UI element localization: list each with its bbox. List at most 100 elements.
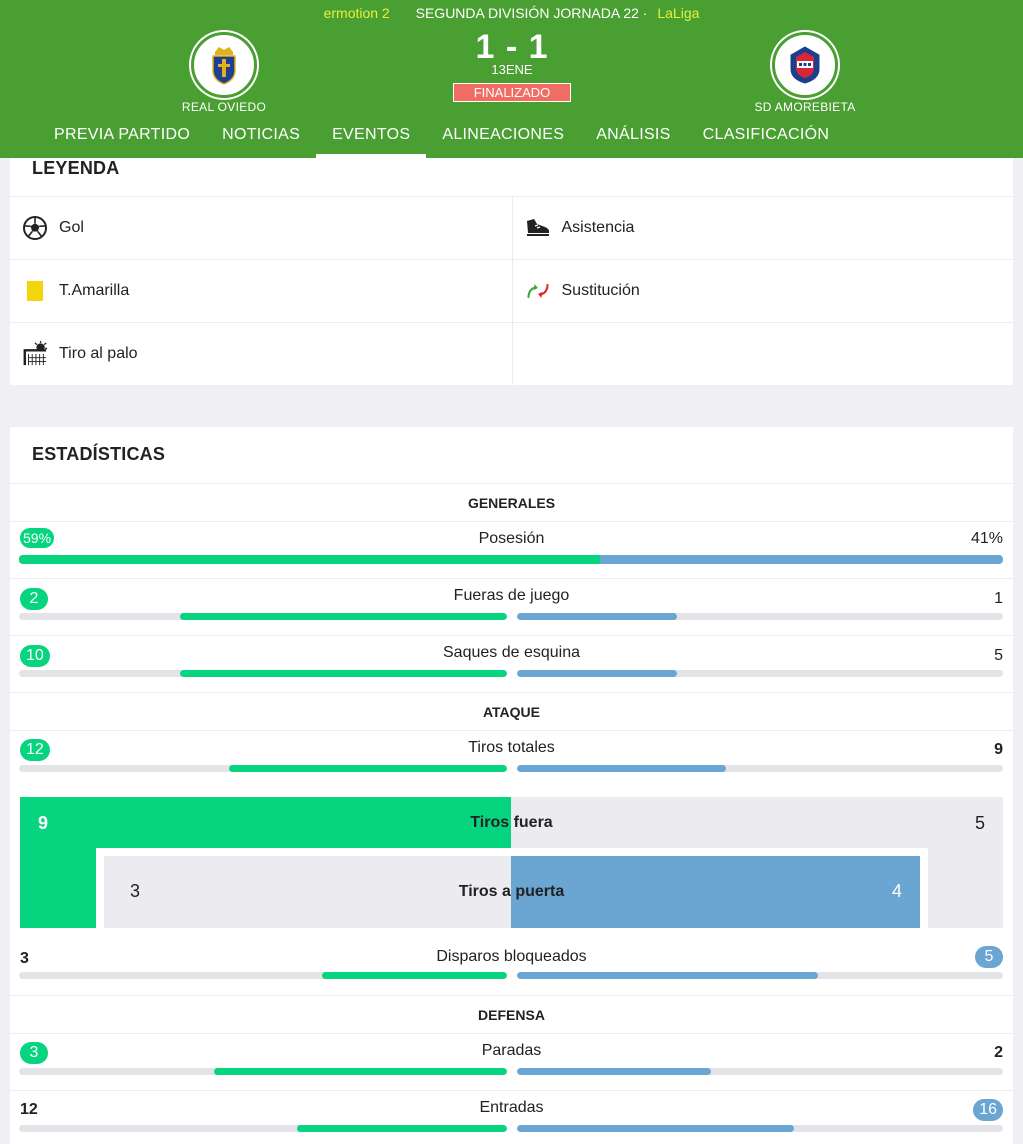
stats-card: ESTADÍSTICAS GENERALES Posesión 59% 41% …: [10, 427, 1013, 1144]
home-fill: [180, 613, 507, 620]
shots-off-away-value: 5: [974, 813, 985, 833]
legend-label-sustitucion: Sustitución: [561, 282, 640, 299]
tab-eventos[interactable]: EVENTOS: [316, 122, 427, 158]
tab-clasificacion[interactable]: CLASIFICACIÓN: [702, 126, 830, 143]
legend-label-tiro-al-palo: Tiro al palo: [59, 345, 138, 362]
legend-row: Gol Asistencia: [10, 196, 1013, 259]
stat-home-value: 12: [20, 739, 50, 761]
legend-item-empty: [511, 323, 1014, 385]
stat-label: Entradas: [479, 1099, 544, 1116]
away-team[interactable]: SD AMOREBIETA: [725, 32, 885, 114]
shots-on-label: Tiros a puerta: [458, 883, 565, 900]
away-team-name: SD AMOREBIETA: [754, 100, 856, 114]
match-date: 13ENE: [491, 62, 533, 77]
possession-bar: [19, 555, 1003, 564]
league-link[interactable]: LaLiga: [657, 5, 700, 21]
stat-away-value: 41%: [970, 530, 1003, 547]
away-fill: [517, 613, 678, 620]
home-fill: [214, 1068, 507, 1075]
home-fill: [321, 972, 507, 979]
stat-row-entradas: Entradas 12 16: [10, 1090, 1013, 1144]
away-fill: [517, 1125, 795, 1132]
home-bar: [19, 1125, 507, 1132]
shots-on-home-value: 3: [130, 881, 141, 901]
legend-item-amarilla: T.Amarilla: [10, 260, 512, 322]
shots-off-label: Tiros fuera: [470, 814, 553, 831]
stat-label: Paradas: [481, 1042, 542, 1059]
home-bar: [19, 972, 507, 979]
stat-away-value: 5: [975, 946, 1003, 968]
shots-on-target-box: [96, 848, 928, 928]
away-bar: [517, 765, 1003, 772]
away-bar: [517, 613, 1003, 620]
stat-label: Fueras de juego: [453, 587, 570, 604]
tab-alineaciones[interactable]: ALINEACIONES: [442, 126, 565, 143]
status-badge: FINALIZADO: [452, 83, 572, 102]
away-bar: [517, 1125, 1003, 1132]
stat-home-value: 3: [20, 1042, 48, 1064]
away-crest-icon: [772, 32, 838, 98]
section-generales: GENERALES: [10, 483, 1013, 521]
stat-home-value: 2: [20, 588, 48, 610]
away-fill: [517, 972, 819, 979]
stat-row-tiros-totales: Tiros totales 12 9: [10, 730, 1013, 787]
stat-row-fueras-de-juego: Fueras de juego 2 1: [10, 578, 1013, 635]
home-crest-icon: [191, 32, 257, 98]
stat-away-value: 9: [994, 741, 1003, 758]
legend-item-gol: Gol: [10, 197, 512, 259]
sponsor-text: ermotion 2: [323, 5, 390, 21]
legend-label-amarilla: T.Amarilla: [59, 282, 130, 299]
stat-home-value: 3: [20, 950, 29, 967]
section-ataque: ATAQUE: [10, 692, 1013, 730]
stat-away-value: 1: [994, 590, 1003, 607]
legend-item-tiro-al-palo: Tiro al palo: [10, 323, 512, 385]
home-bar: [19, 1068, 507, 1075]
legend-card: LEYENDA Gol: [10, 158, 1013, 385]
away-fill: [517, 765, 726, 772]
away-bar: [517, 670, 1003, 677]
legend-title: LEYENDA: [32, 158, 120, 178]
post-shot-icon: [22, 341, 48, 367]
tab-noticias[interactable]: NOTICIAS: [222, 126, 301, 143]
stats-title: ESTADÍSTICAS: [32, 444, 166, 464]
tab-previa-partido[interactable]: PREVIA PARTIDO: [54, 126, 191, 143]
stat-row-paradas: Paradas 3 2: [10, 1033, 1013, 1090]
away-bar: [517, 972, 1003, 979]
legend-label-asistencia: Asistencia: [561, 219, 635, 236]
stat-home-value: 59%: [20, 528, 55, 548]
score-box: 1 - 1 13ENE FINALIZADO: [412, 28, 612, 102]
shots-breakdown: 9 5 Tiros fuera 3 4 Tiros a puerta: [20, 797, 1003, 928]
away-fill: [517, 670, 678, 677]
away-bar: [517, 1068, 1003, 1075]
substitution-icon: [525, 278, 551, 304]
stat-label: Saques de esquina: [443, 644, 580, 661]
possession-home-fill: [19, 555, 600, 564]
competition-title: SEGUNDA DIVISIÓN JORNADA 22 ·: [415, 5, 648, 21]
match-tabs: PREVIA PARTIDO NOTICIAS EVENTOS ALINEACI…: [38, 122, 845, 158]
yellow-card-icon: [22, 278, 48, 304]
match-header: ermotion 2 SEGUNDA DIVISIÓN JORNADA 22 ·…: [0, 0, 1023, 158]
shots-on-away-area: [511, 856, 920, 928]
stat-row-posesion: Posesión 59% 41%: [10, 521, 1013, 578]
stat-row-disparos-bloqueados: Disparos bloqueados 3 5: [10, 938, 1013, 995]
home-bar: [19, 670, 507, 677]
stat-home-value: 12: [20, 1101, 38, 1118]
stat-home-value: 10: [20, 645, 50, 667]
shots-off-home-value: 9: [38, 813, 49, 833]
legend-row: T.Amarilla Sustitución: [10, 259, 1013, 322]
legend-item-asistencia: Asistencia: [511, 197, 1014, 259]
stat-away-value: 16: [973, 1099, 1003, 1121]
ball-icon: [22, 215, 48, 241]
stat-away-value: 2: [994, 1044, 1003, 1061]
legend-item-sustitucion: Sustitución: [511, 260, 1014, 322]
stat-label: Disparos bloqueados: [436, 948, 587, 965]
home-bar: [19, 765, 507, 772]
stat-label: Tiros totales: [468, 739, 555, 756]
tab-analisis[interactable]: ANÁLISIS: [596, 126, 671, 143]
boot-icon: [525, 215, 551, 241]
home-team-name: REAL OVIEDO: [181, 100, 267, 114]
shots-on-away-value: 4: [891, 881, 902, 901]
home-team[interactable]: REAL OVIEDO: [144, 32, 304, 114]
legend-label-gol: Gol: [59, 219, 84, 236]
legend-grid: Gol Asistencia T.Amarilla: [10, 196, 1013, 385]
